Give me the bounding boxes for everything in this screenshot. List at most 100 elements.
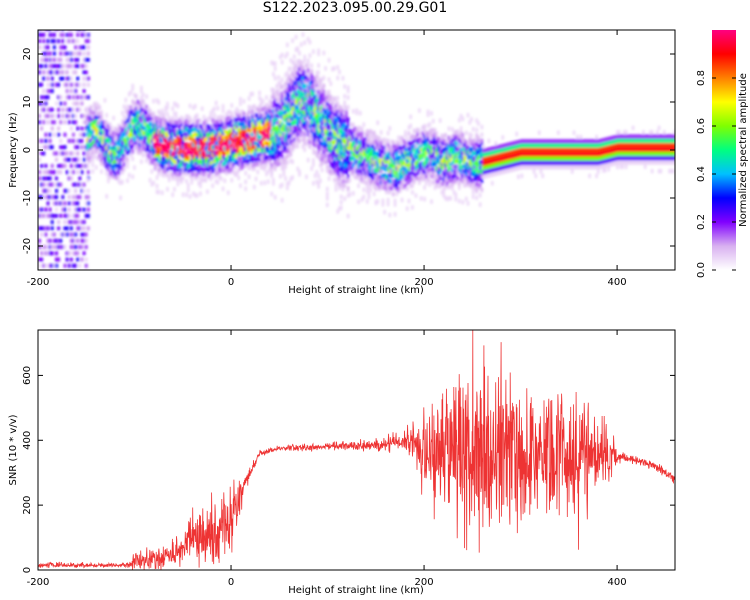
- heatmap-cell: [192, 164, 195, 170]
- heatmap-cell: [466, 112, 470, 118]
- heatmap-cell: [513, 140, 517, 146]
- heatmap-cell: [322, 103, 326, 109]
- heatmap-cell: [286, 51, 289, 57]
- heatmap-cell: [228, 158, 232, 163]
- heatmap-cell: [65, 226, 69, 231]
- heatmap-cell: [200, 177, 204, 183]
- heatmap-cell: [414, 161, 418, 166]
- heatmap-cell: [78, 138, 82, 143]
- heatmap-cell: [59, 238, 63, 243]
- heatmap-cell: [140, 88, 143, 94]
- heatmap-cell: [470, 117, 473, 122]
- heatmap-cell: [273, 165, 277, 171]
- heatmap-cell: [50, 82, 54, 87]
- heatmap-cell: [121, 169, 124, 175]
- heatmap-cell: [232, 136, 235, 141]
- heatmap-cell: [301, 122, 305, 127]
- heatmap-cell: [534, 156, 538, 161]
- heatmap-cell: [82, 64, 86, 69]
- heatmap-cell: [564, 152, 567, 157]
- heatmap-cell: [315, 179, 319, 185]
- heatmap-cell: [197, 168, 201, 174]
- heatmap-cell: [265, 134, 268, 139]
- heatmap-cell: [277, 107, 280, 112]
- heatmap-cell: [635, 142, 638, 148]
- heatmap-cell: [404, 170, 407, 175]
- heatmap-cell: [71, 238, 75, 243]
- heatmap-cell: [440, 149, 444, 154]
- heatmap-cell: [623, 155, 626, 161]
- heatmap-cell: [393, 144, 397, 149]
- heatmap-cell: [369, 182, 373, 188]
- heatmap-cell: [273, 146, 277, 152]
- heatmap-cell: [336, 156, 340, 162]
- heatmap-cell: [388, 154, 392, 159]
- heatmap-cell: [202, 145, 206, 150]
- heatmap-cell: [171, 176, 174, 181]
- heatmap-cell: [320, 120, 324, 126]
- heatmap-cell: [638, 134, 642, 139]
- heatmap-cell: [657, 160, 661, 165]
- heatmap-cell: [303, 75, 307, 81]
- heatmap-cell: [218, 152, 221, 158]
- heatmap-cell: [240, 121, 244, 126]
- heatmap-cell: [157, 162, 161, 167]
- heatmap-cell: [619, 142, 623, 148]
- heatmap-cell: [388, 212, 392, 218]
- heatmap-cell: [230, 167, 234, 172]
- heatmap-cell: [449, 153, 452, 159]
- heatmap-cell: [280, 106, 284, 111]
- heatmap-cell: [223, 146, 227, 152]
- heatmap-cell: [180, 152, 183, 157]
- heatmap-cell: [303, 103, 307, 108]
- heatmap-cell: [338, 137, 341, 142]
- heatmap-cell: [108, 131, 112, 136]
- heatmap-cell: [108, 145, 112, 151]
- heatmap-cell: [350, 122, 353, 127]
- heatmap-cell: [266, 179, 270, 184]
- heatmap-cell: [477, 121, 480, 126]
- heatmap-cell: [159, 130, 162, 135]
- heatmap-cell: [296, 119, 300, 124]
- heatmap-cell: [287, 153, 291, 158]
- heatmap-cell: [442, 164, 445, 169]
- heatmap-cell: [527, 160, 531, 166]
- heatmap-cell: [548, 160, 551, 166]
- heatmap-cell: [312, 141, 315, 146]
- heatmap-cell: [398, 135, 402, 141]
- heatmap-cell: [617, 142, 621, 148]
- heatmap-cell: [185, 133, 188, 139]
- heatmap-cell: [624, 130, 628, 135]
- heatmap-cell: [426, 109, 430, 115]
- heatmap-cell: [386, 166, 390, 172]
- heatmap-cell: [346, 85, 350, 91]
- heatmap-cell: [659, 138, 663, 144]
- heatmap-cell: [185, 126, 188, 131]
- heatmap-cell: [303, 147, 307, 152]
- heatmap-cell: [359, 126, 362, 131]
- heatmap-cell: [477, 185, 480, 190]
- heatmap-cell: [626, 147, 630, 152]
- heatmap-cell: [497, 153, 501, 158]
- heatmap-cell: [570, 152, 574, 157]
- heatmap-cell: [105, 156, 108, 161]
- heatmap-cell: [133, 165, 136, 170]
- heatmap-cell: [298, 66, 301, 72]
- heatmap-cell: [433, 161, 437, 167]
- heatmap-cell: [306, 77, 310, 82]
- heatmap-cell: [590, 143, 593, 148]
- heatmap-cell: [322, 96, 326, 102]
- heatmap-cell: [470, 154, 473, 159]
- heatmap-cell: [308, 124, 312, 129]
- heatmap-cell: [515, 166, 518, 171]
- heatmap-cell: [200, 171, 204, 176]
- heatmap-cell: [657, 134, 661, 139]
- heatmap-cell: [327, 136, 331, 142]
- heatmap-cell: [329, 97, 333, 102]
- heatmap-cell: [438, 183, 442, 189]
- heatmap-cell: [207, 173, 211, 178]
- heatmap-cell: [458, 137, 461, 143]
- heatmap-cell: [374, 162, 378, 168]
- heatmap-cell: [71, 182, 75, 187]
- heatmap-cell: [87, 110, 91, 115]
